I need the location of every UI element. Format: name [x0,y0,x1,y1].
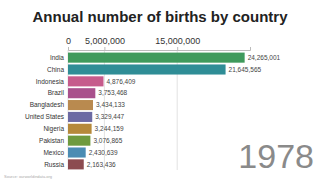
category-label: Nigeria [43,125,64,133]
category-label: Russia [44,161,64,168]
category-label: Mexico [43,149,64,156]
tick-label: 5,000,000 [85,36,125,46]
tick: 15,000,000 [155,36,200,50]
bar [68,136,90,146]
bar [68,159,84,169]
data-label: 3,329,447 [95,113,124,120]
category-label: Bangladesh [30,101,65,109]
tick: 5,000,000 [85,36,125,50]
data-label: 3,076,865 [93,137,122,144]
bar [68,100,93,110]
category-label: China [47,66,64,73]
bar [68,64,226,74]
bar [68,53,245,63]
bar [68,112,92,122]
chart: Annual number of births by country 0 5,000… [0,0,320,180]
data-label: 21,645,565 [229,66,262,73]
tick-mark [68,47,69,50]
bar [68,124,92,134]
category-label: Pakistan [39,137,64,144]
category-label: Indonesia [36,78,65,85]
data-label: 24,265,001 [248,54,281,61]
data-label: 3,434,133 [96,101,125,108]
bars [68,53,245,170]
bar [68,88,95,98]
data-label: 2,163,436 [87,161,116,168]
title: Annual number of births by country [32,8,288,25]
tick-mark [104,47,105,50]
data-label: 3,753,468 [98,89,127,96]
data-label: 3,244,159 [95,125,124,132]
data-label: 2,430,639 [89,149,118,156]
tick-mark [177,47,178,50]
tick: 0 [66,36,71,50]
tick-label: 0 [66,36,71,46]
source: Source: ourworldindata.org [4,174,52,179]
category-labels: India China Indonesia Brazil Bangladesh Unite… [25,54,65,168]
category-label: India [50,54,64,61]
category-label: Brazil [48,89,65,96]
bar [68,147,86,157]
year-label: 1978 [238,137,314,175]
axis-line [69,47,251,51]
x-axis: 0 5,000,000 15,000,000 [66,36,251,51]
category-label: United States [25,113,65,120]
data-label: 4,876,409 [107,78,136,85]
bar [68,76,104,86]
tick-label: 15,000,000 [155,36,200,46]
